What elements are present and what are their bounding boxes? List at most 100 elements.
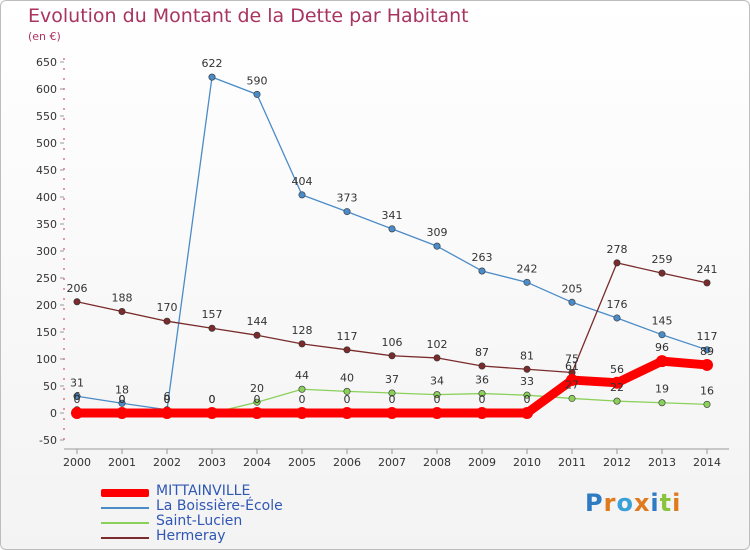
data-label: 33 xyxy=(520,375,534,388)
x-tick-label: 2001 xyxy=(108,456,136,469)
data-label: 89 xyxy=(700,345,714,358)
data-point xyxy=(388,225,396,233)
legend-label: La Boissière-École xyxy=(156,498,283,514)
data-point xyxy=(388,389,396,397)
data-point xyxy=(251,407,263,419)
data-point xyxy=(73,298,81,306)
data-point xyxy=(298,340,306,348)
data-point xyxy=(208,73,216,81)
data-point xyxy=(388,352,396,360)
data-point xyxy=(433,354,441,362)
x-tick-label: 2009 xyxy=(468,456,496,469)
data-label: 31 xyxy=(70,376,84,389)
x-tick-label: 2011 xyxy=(558,456,586,469)
data-point xyxy=(523,365,531,373)
data-label: 278 xyxy=(607,243,628,256)
data-label: 622 xyxy=(202,57,223,70)
data-label: 259 xyxy=(652,253,673,266)
data-label: 0 xyxy=(164,393,171,406)
data-point xyxy=(386,407,398,419)
data-label: 37 xyxy=(385,373,399,386)
x-tick-label: 2004 xyxy=(243,456,271,469)
data-point xyxy=(523,391,531,399)
data-point xyxy=(478,362,486,370)
data-label: 6 xyxy=(164,390,171,403)
data-label: 241 xyxy=(697,263,718,276)
data-point xyxy=(298,191,306,199)
x-tick-label: 2008 xyxy=(423,456,451,469)
data-label: 56 xyxy=(610,363,624,376)
data-label: 18 xyxy=(115,383,129,396)
data-label: 0 xyxy=(344,393,351,406)
data-point xyxy=(613,259,621,267)
data-point xyxy=(161,407,173,419)
data-point xyxy=(521,407,533,419)
data-point xyxy=(206,407,218,419)
y-tick-label: -50 xyxy=(39,434,57,447)
data-point xyxy=(73,392,81,400)
data-point xyxy=(431,407,443,419)
data-label: 157 xyxy=(202,308,223,321)
y-tick-label: 550 xyxy=(36,110,57,123)
data-point xyxy=(478,267,486,275)
data-label: 117 xyxy=(697,330,718,343)
legend-swatch xyxy=(101,537,149,539)
data-label: 34 xyxy=(430,375,444,388)
data-point xyxy=(71,407,83,419)
data-label: 61 xyxy=(565,360,579,373)
x-tick-label: 2000 xyxy=(63,456,91,469)
data-point xyxy=(253,90,261,98)
y-tick-label: 0 xyxy=(50,407,57,420)
logo-letter: r xyxy=(603,489,617,517)
data-point xyxy=(658,399,666,407)
data-label: 81 xyxy=(520,349,534,362)
data-point xyxy=(523,278,531,286)
y-tick-label: 450 xyxy=(36,164,57,177)
data-label: 87 xyxy=(475,346,489,359)
data-point xyxy=(476,407,488,419)
logo-letter: x xyxy=(633,489,651,517)
data-label: 0 xyxy=(164,393,171,406)
data-label: 0 xyxy=(209,393,216,406)
data-point xyxy=(208,324,216,332)
data-point xyxy=(703,400,711,408)
y-tick-label: 200 xyxy=(36,299,57,312)
data-point xyxy=(613,314,621,322)
data-point xyxy=(701,358,713,371)
data-point xyxy=(341,407,353,419)
logo-letter: i xyxy=(672,489,682,517)
data-point xyxy=(118,399,126,407)
logo-letter: i xyxy=(650,489,660,517)
legend-swatch xyxy=(101,522,149,524)
data-point xyxy=(658,331,666,339)
data-point xyxy=(568,394,576,402)
data-point xyxy=(568,298,576,306)
x-tick-label: 2007 xyxy=(378,456,406,469)
data-point xyxy=(703,279,711,287)
data-label: 242 xyxy=(517,262,538,275)
y-tick-label: 100 xyxy=(36,353,57,366)
data-label: 590 xyxy=(247,74,268,87)
y-tick-label: 250 xyxy=(36,272,57,285)
data-point xyxy=(343,387,351,395)
data-point xyxy=(478,390,486,398)
chart-title: Evolution du Montant de la Dette par Hab… xyxy=(28,5,469,27)
y-tick-label: 150 xyxy=(36,326,57,339)
data-label: 170 xyxy=(157,301,178,314)
data-point xyxy=(296,407,308,419)
data-point xyxy=(163,317,171,325)
data-label: 309 xyxy=(427,226,448,239)
y-tick-label: 50 xyxy=(43,380,57,393)
data-label: 0 xyxy=(524,393,531,406)
data-label: 20 xyxy=(250,382,264,395)
x-tick-label: 2013 xyxy=(648,456,676,469)
data-point xyxy=(658,269,666,277)
y-tick-label: 350 xyxy=(36,218,57,231)
data-label: 0 xyxy=(299,393,306,406)
data-label: 40 xyxy=(340,371,354,384)
data-label: 0 xyxy=(479,393,486,406)
data-label: 6 xyxy=(74,390,81,403)
data-label: 0 xyxy=(74,393,81,406)
data-label: 373 xyxy=(337,192,358,205)
